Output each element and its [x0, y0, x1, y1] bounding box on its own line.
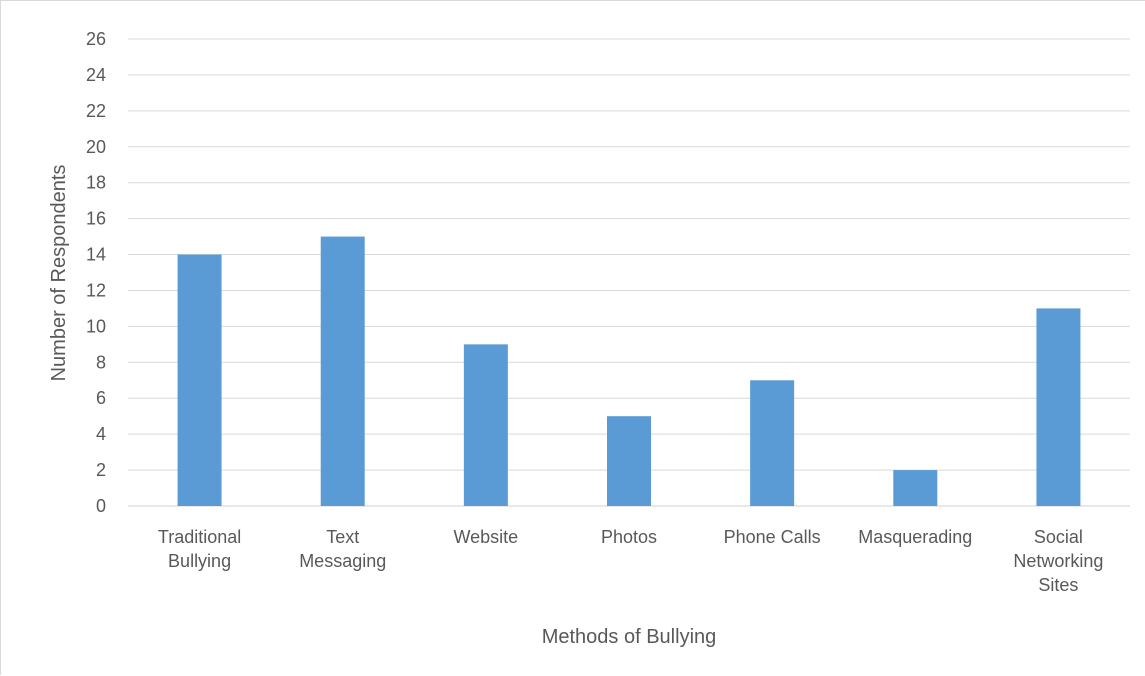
y-tick-label: 22 — [86, 101, 106, 121]
x-axis-title: Methods of Bullying — [542, 626, 717, 648]
bar — [177, 254, 222, 506]
x-tick-label: Photos — [601, 527, 657, 547]
y-tick-label: 26 — [86, 29, 106, 49]
bar — [463, 344, 508, 506]
bar — [1036, 308, 1081, 506]
x-tick-label: Text Messaging — [299, 527, 386, 571]
y-axis-title: Number of Respondents — [48, 165, 70, 382]
bar — [893, 470, 938, 506]
y-tick-label: 4 — [96, 424, 106, 444]
y-tick-label: 2 — [96, 460, 106, 480]
x-tick-label: Masquerading — [858, 527, 972, 547]
x-tick-label: Website — [454, 527, 519, 547]
bars — [177, 236, 1081, 507]
y-tick-label: 0 — [96, 496, 106, 516]
y-tick-label: 10 — [86, 316, 106, 336]
bar — [607, 416, 651, 506]
y-tick-label: 20 — [86, 137, 106, 157]
y-tick-label: 8 — [96, 352, 106, 372]
y-tick-label: 14 — [86, 245, 106, 265]
x-tick-label: Phone Calls — [724, 527, 821, 547]
bar — [750, 380, 795, 506]
x-tick-labels: Traditional Bullying Text Messaging Website P… — [158, 527, 1104, 595]
y-tick-label: 16 — [86, 209, 106, 229]
y-tick-label: 24 — [86, 65, 106, 85]
x-tick-label: Social Networking Sites — [1013, 527, 1103, 595]
y-tick-label: 12 — [86, 280, 106, 300]
y-tick-label: 6 — [96, 388, 106, 408]
gridlines — [128, 38, 1130, 507]
y-tick-label: 18 — [86, 173, 106, 193]
x-tick-label: Traditional Bullying — [158, 527, 241, 571]
bar — [320, 236, 365, 507]
